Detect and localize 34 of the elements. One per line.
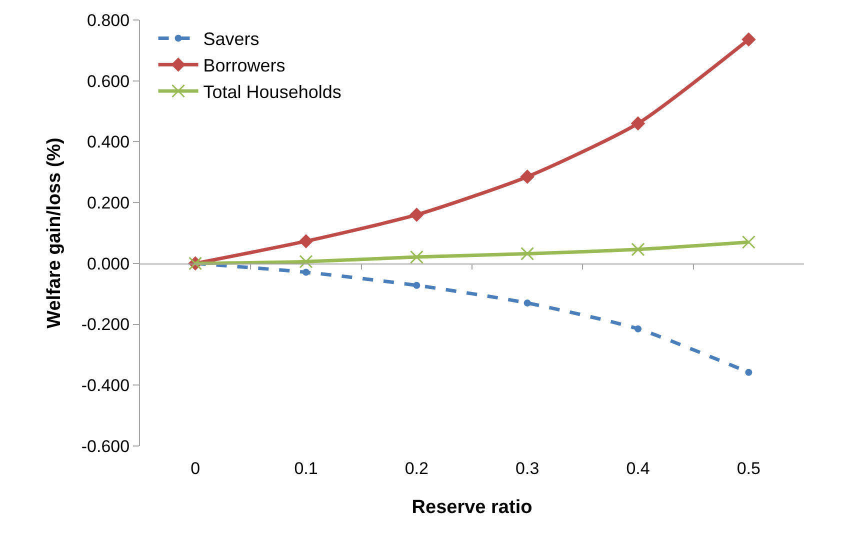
y-axis-title: Welfare gain/loss (%)	[44, 138, 66, 328]
x-axis-title: Reserve ratio	[412, 497, 532, 518]
point	[413, 282, 420, 289]
x-tick-label: 0.4	[626, 459, 650, 478]
y-tick-label: 0.000	[87, 254, 130, 274]
point	[634, 325, 642, 332]
legend-label: Total Households	[203, 82, 342, 102]
point	[410, 208, 424, 222]
point	[742, 235, 756, 249]
point	[298, 234, 314, 248]
point	[630, 116, 646, 131]
point	[524, 299, 531, 306]
point	[410, 250, 424, 264]
point	[520, 246, 534, 260]
legend-label: Borrowers	[203, 56, 286, 76]
y-tick-label: -0.200	[81, 315, 130, 334]
point	[299, 254, 313, 268]
y-tick-label: 0.800	[87, 10, 130, 30]
y-tick-label: -0.400	[81, 376, 130, 396]
y-tick-label: 0.600	[87, 72, 130, 91]
point	[742, 32, 756, 47]
x-tick-label: 0.3	[516, 459, 540, 478]
legend-label: Savers	[203, 29, 260, 50]
x-tick-label: 0.1	[294, 459, 318, 478]
point	[302, 268, 310, 276]
x-tick-label: 0.2	[404, 459, 428, 478]
point	[631, 242, 645, 256]
x-tick-label: 0.5	[736, 459, 760, 478]
y-tick-label: -0.600	[81, 436, 130, 456]
point	[520, 170, 534, 184]
x-tick-label: 0	[190, 459, 200, 478]
y-tick-label: 0.200	[87, 194, 130, 213]
point	[745, 368, 752, 376]
y-tick-label: 0.400	[87, 132, 130, 152]
